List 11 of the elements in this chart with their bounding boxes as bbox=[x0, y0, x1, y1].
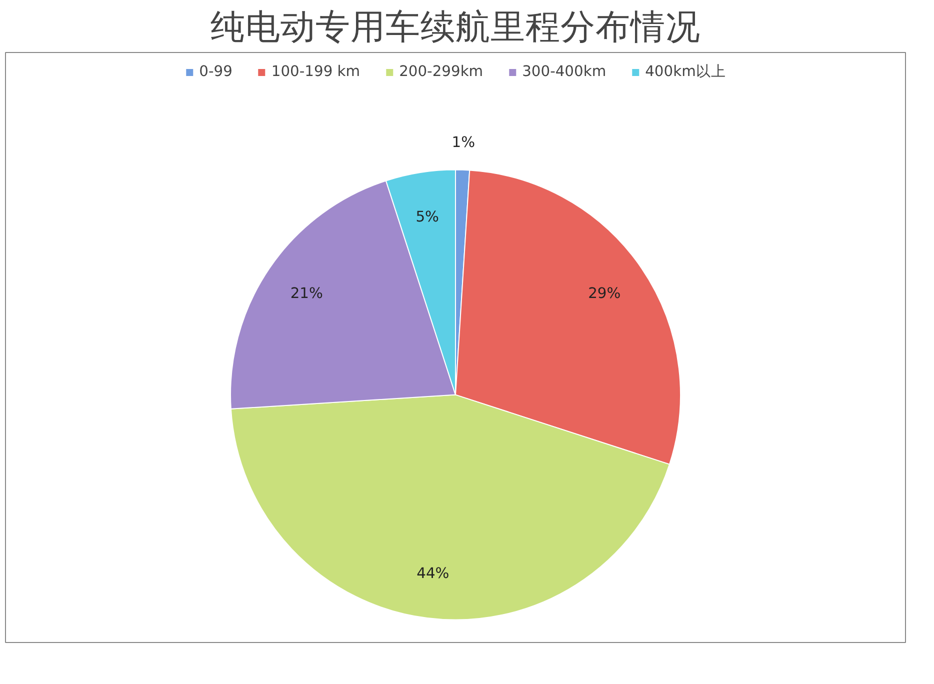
data-label: 21% bbox=[290, 285, 323, 302]
data-label: 29% bbox=[588, 285, 621, 302]
data-label: 1% bbox=[452, 134, 476, 152]
legend-label: 100-199 km bbox=[271, 63, 360, 80]
legend-label: 200-299km bbox=[399, 63, 484, 80]
legend-label: 300-400km bbox=[522, 63, 606, 80]
legend-label: 400km以上 bbox=[645, 62, 726, 81]
legend-label: 0-99 bbox=[199, 63, 232, 80]
data-label: 5% bbox=[416, 208, 440, 226]
chart-title: 纯电动专用车续航里程分布情况 bbox=[210, 8, 700, 48]
data-label: 44% bbox=[416, 565, 450, 582]
